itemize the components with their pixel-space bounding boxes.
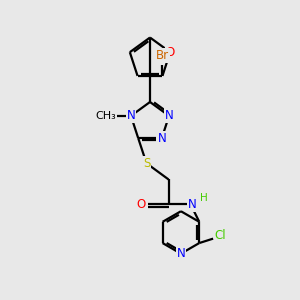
Text: N: N bbox=[165, 109, 173, 122]
Text: O: O bbox=[166, 46, 175, 59]
Text: N: N bbox=[127, 109, 135, 122]
Text: Br: Br bbox=[156, 50, 169, 62]
Text: O: O bbox=[137, 198, 146, 211]
Text: S: S bbox=[143, 157, 150, 170]
Text: H: H bbox=[200, 193, 208, 203]
Text: N: N bbox=[188, 198, 197, 211]
Text: N: N bbox=[176, 247, 185, 260]
Text: Cl: Cl bbox=[215, 229, 226, 242]
Text: N: N bbox=[158, 132, 166, 145]
Text: CH₃: CH₃ bbox=[96, 111, 116, 121]
